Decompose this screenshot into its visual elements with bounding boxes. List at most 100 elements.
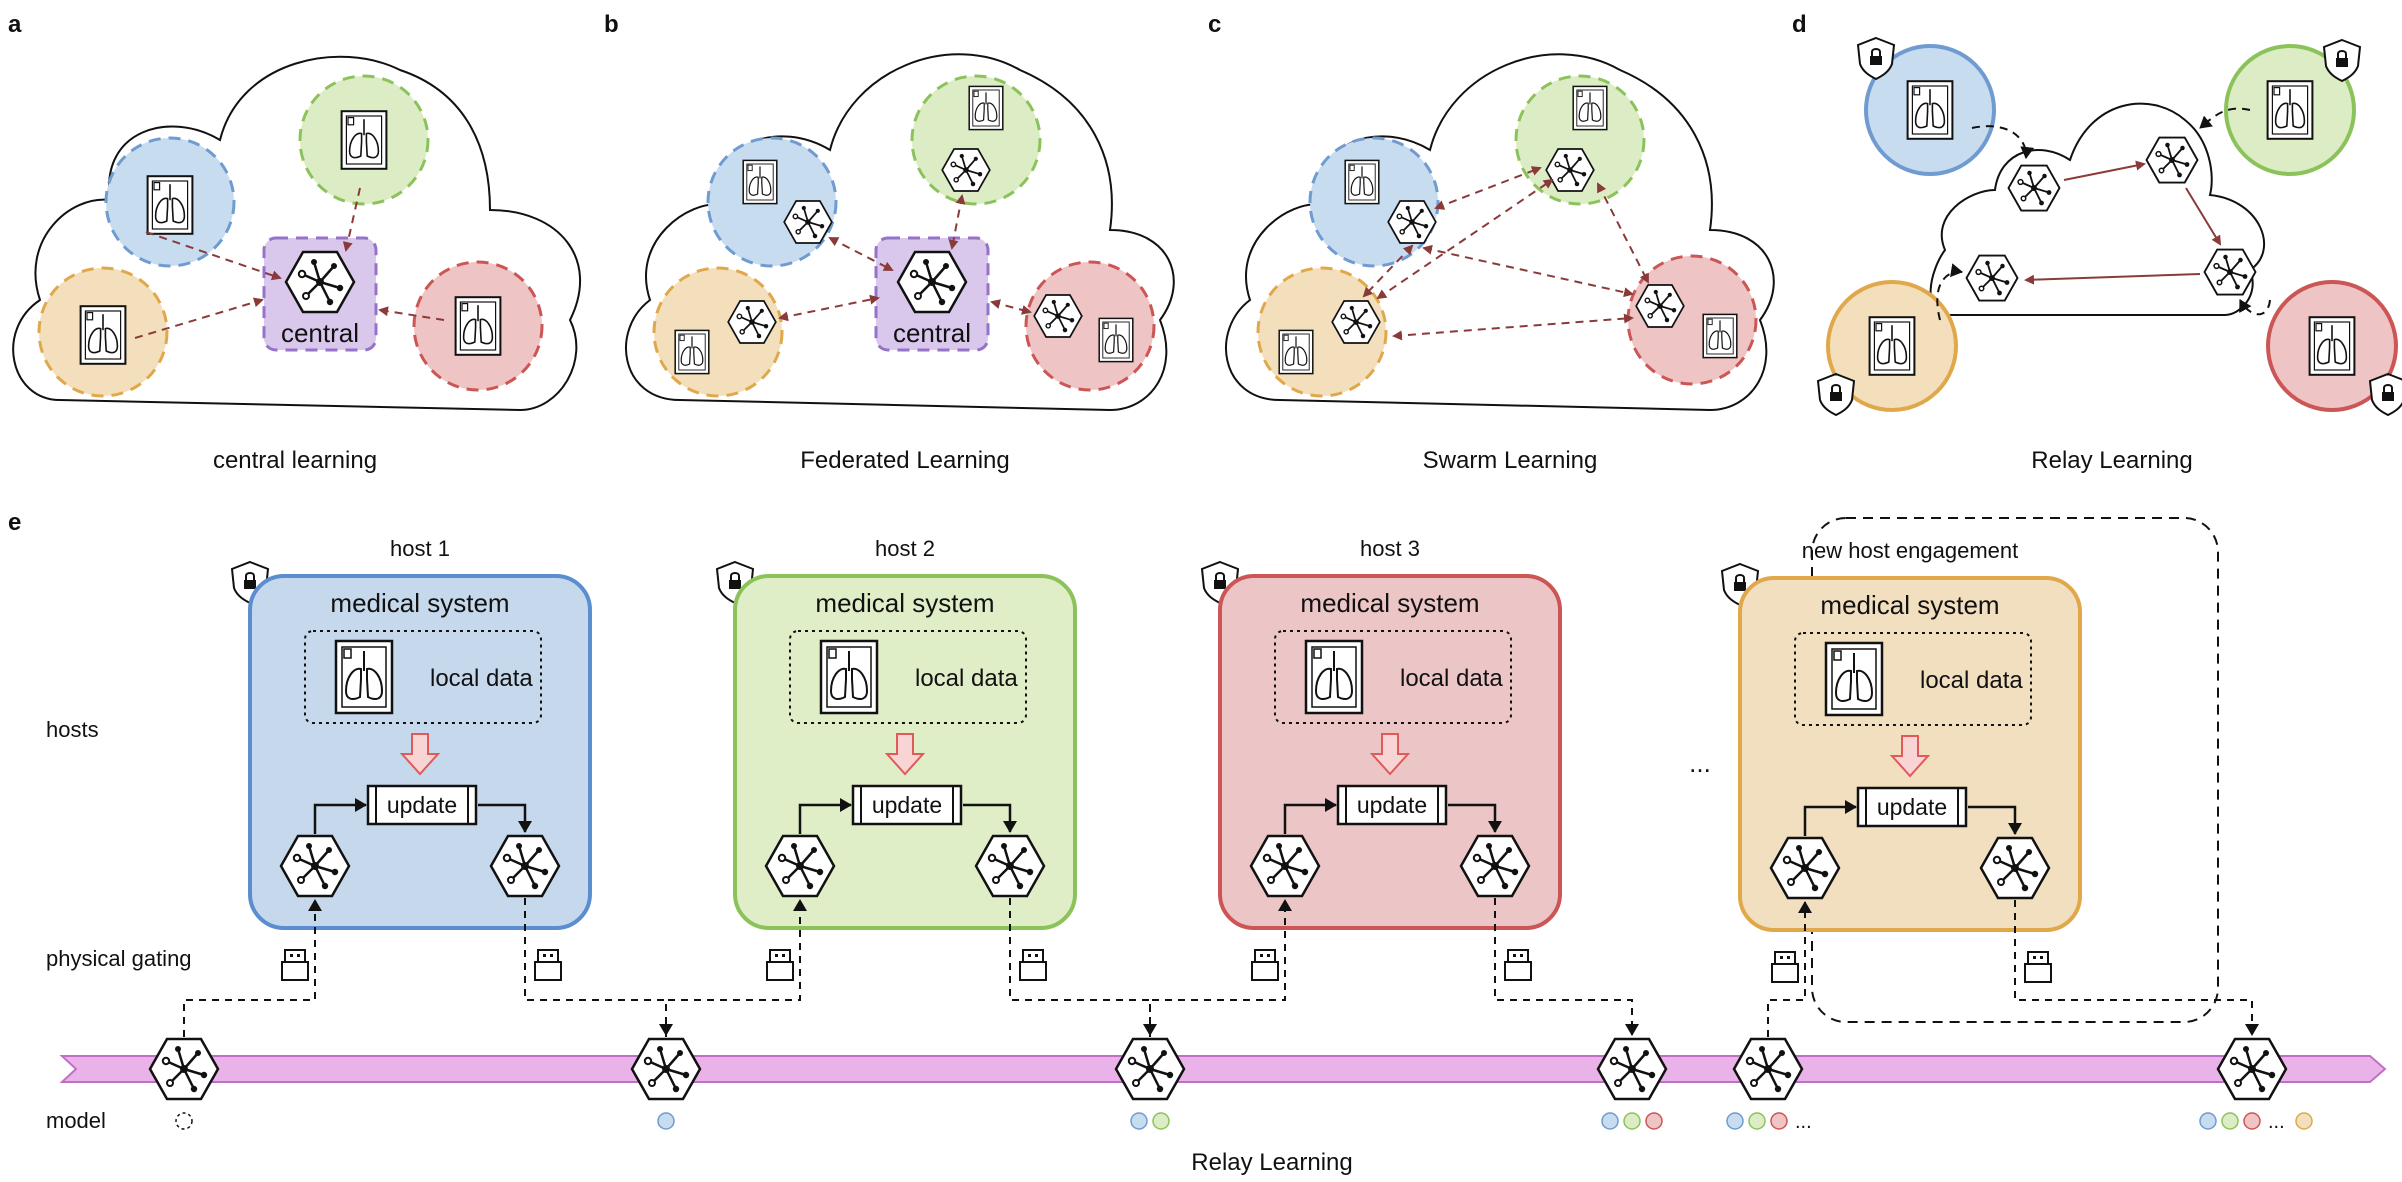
lung-xray-icon — [454, 296, 502, 356]
history-dot — [2243, 1112, 2261, 1130]
output-route — [524, 898, 673, 1036]
input-route — [183, 899, 322, 1037]
usb-stick-icon — [2024, 951, 2052, 983]
host-card-2: host 2 medical system local data update — [716, 536, 1077, 981]
history-ellipsis: ... — [1795, 1111, 1812, 1133]
update-box — [851, 784, 963, 826]
output-route — [2014, 900, 2259, 1036]
down-arrow-icon — [1369, 733, 1411, 776]
panel-d-letter: d — [1792, 11, 1807, 38]
panel-a-letter: a — [8, 11, 22, 38]
history-dot — [657, 1112, 675, 1130]
host-title: new host engagement — [1802, 538, 2019, 563]
medical-system-label: medical system — [815, 588, 994, 618]
medical-system-label: medical system — [330, 588, 509, 618]
shield-lock-icon — [2369, 373, 2402, 416]
local-data-label: local data — [1400, 665, 1503, 692]
lung-xray-icon — [1278, 329, 1314, 375]
down-arrow-icon — [1889, 735, 1931, 778]
panel-a-caption: central learning — [213, 447, 377, 474]
history-dot — [1770, 1112, 1788, 1130]
host-card-1: host 1 medical system local data update — [231, 536, 592, 981]
host-card-4: new host engagement medical system local d… — [1721, 538, 2082, 983]
lung-xray-icon — [1868, 316, 1916, 376]
lung-xray-icon — [742, 159, 778, 205]
lung-xray-icon — [1572, 85, 1608, 131]
lung-xray-icon — [79, 305, 127, 365]
host-title: host 1 — [390, 536, 450, 561]
local-data-label: local data — [1920, 667, 2023, 694]
panel-a: a central central learning — [8, 11, 581, 474]
model-icon — [630, 1037, 702, 1101]
lung-xray-icon — [2308, 316, 2356, 376]
panel-d: d Relay Learning — [1792, 11, 2402, 474]
history-dot — [1152, 1112, 1170, 1130]
update-box — [1856, 786, 1968, 828]
usb-stick-icon — [1504, 949, 1532, 981]
history-dot-empty — [175, 1112, 193, 1130]
output-arrow — [1448, 803, 1502, 833]
usb-stick-icon — [1019, 949, 1047, 981]
side-label-model: model — [46, 1108, 106, 1133]
history-dot — [1645, 1112, 1663, 1130]
lung-xray-icon — [2266, 80, 2314, 140]
history-dot — [1130, 1112, 1148, 1130]
output-arrow — [1968, 805, 2022, 835]
usb-stick-icon — [534, 949, 562, 981]
local-data-label: local data — [915, 665, 1018, 692]
lung-xray-icon — [1824, 641, 1884, 717]
host-card-3: host 3 medical system local data update — [1201, 536, 1562, 981]
panel-b-caption: Federated Learning — [800, 447, 1009, 474]
shield-lock-icon — [1817, 373, 1855, 416]
panel-c-letter: c — [1208, 11, 1221, 38]
usb-stick-icon — [1771, 951, 1799, 983]
input-route — [1767, 901, 1812, 1037]
update-label: update — [1357, 792, 1427, 818]
input-arrow — [1803, 800, 1857, 836]
lung-xray-icon — [1304, 639, 1364, 715]
update-box — [366, 784, 478, 826]
update-box — [1336, 784, 1448, 826]
history-dot — [1623, 1112, 1641, 1130]
down-arrow-icon — [399, 733, 441, 776]
panel-e-letter: e — [8, 509, 21, 536]
timeline-label: Relay Learning — [1191, 1149, 1352, 1176]
update-label: update — [1877, 794, 1947, 820]
history-ellipsis: ... — [2268, 1111, 2285, 1133]
model-icon — [1114, 1037, 1186, 1101]
input-arrow — [1283, 798, 1337, 834]
history-dot — [1726, 1112, 1744, 1130]
usb-stick-icon — [766, 949, 794, 981]
panel-b-letter: b — [604, 11, 619, 38]
history-dot — [2295, 1112, 2313, 1130]
history-dot — [1748, 1112, 1766, 1130]
local-data-label: local data — [430, 665, 533, 692]
relay-timeline — [59, 1055, 2387, 1083]
usb-stick-icon — [1251, 949, 1279, 981]
medical-system-label: medical system — [1300, 588, 1479, 618]
hosts-ellipsis: ... — [1689, 748, 1711, 778]
update-label: update — [387, 792, 457, 818]
lung-xray-icon — [1906, 80, 1954, 140]
output-arrow — [478, 803, 532, 833]
history-dot — [2199, 1112, 2217, 1130]
panel-c-caption: Swarm Learning — [1423, 447, 1598, 474]
model-icon — [1596, 1037, 1668, 1101]
model-icon — [148, 1037, 220, 1101]
lung-xray-icon — [674, 329, 710, 375]
panel-d-caption: Relay Learning — [2031, 447, 2192, 474]
lung-xray-icon — [146, 175, 194, 235]
medical-system-label: medical system — [1820, 590, 1999, 620]
lung-xray-icon — [334, 639, 394, 715]
panel-c: c Swarm Learning — [1208, 11, 1775, 474]
input-arrow — [798, 798, 852, 834]
history-dot — [1601, 1112, 1619, 1130]
central-label-b: central — [893, 318, 971, 348]
lung-xray-icon — [1344, 159, 1380, 205]
history-dot — [2221, 1112, 2239, 1130]
host-title: host 2 — [875, 536, 935, 561]
output-route — [1009, 898, 1157, 1036]
central-label-a: central — [281, 318, 359, 348]
down-arrow-icon — [884, 733, 926, 776]
